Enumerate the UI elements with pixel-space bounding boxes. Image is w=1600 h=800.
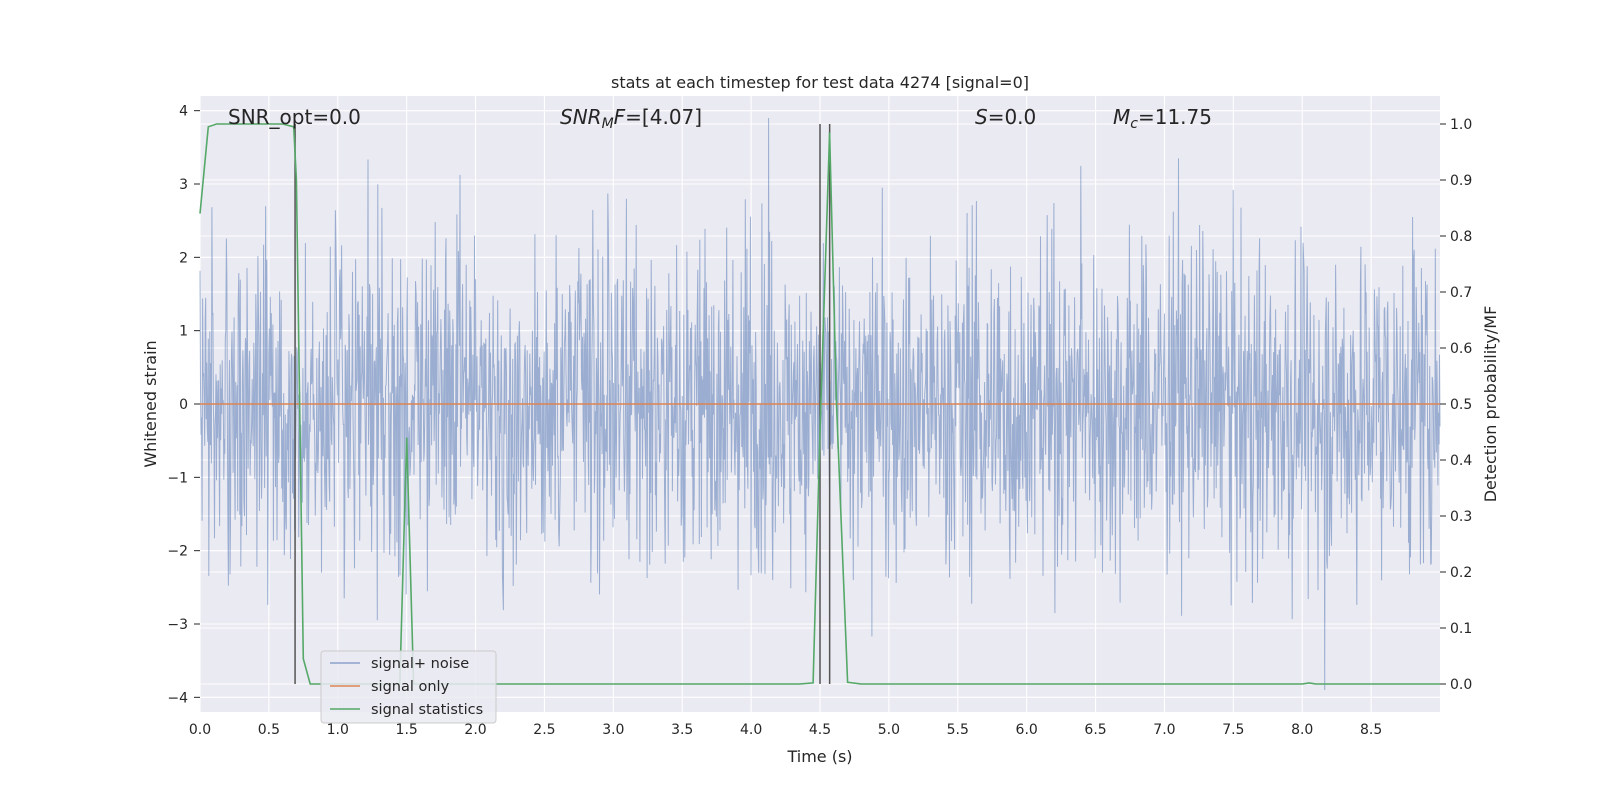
x-axis-ticks: 0.0 0.5 1.0 1.5 2.0 2.5 3.0 3.5 4.0 4.5 5.0 5.5 6.0 6… — [189, 722, 1382, 738]
y-axis-label: Whitened strain — [141, 340, 160, 467]
s-value: =0.0 — [988, 105, 1037, 129]
y-axis-ticks: −4 −3 −2 −1 0 1 2 3 4 — [167, 104, 200, 706]
y2-tick-label: 0.3 — [1450, 509, 1472, 525]
y-tick-label: 0 — [179, 397, 188, 413]
x-tick-label: 8.0 — [1291, 722, 1313, 738]
s-name: S — [975, 105, 988, 129]
legend-box — [320, 650, 497, 724]
x-tick-label: 3.5 — [671, 722, 693, 738]
y-tick-label: 4 — [179, 104, 188, 120]
x-tick-label: 0.0 — [189, 722, 211, 738]
y-tick-label: 2 — [179, 250, 188, 266]
x-tick-label: 4.0 — [740, 722, 762, 738]
y-tick-label: −2 — [167, 544, 188, 560]
y-tick-label: 1 — [179, 324, 188, 340]
y2-tick-label: 0.8 — [1450, 229, 1472, 245]
x-tick-label: 7.0 — [1153, 722, 1175, 738]
y2-tick-label: 0.6 — [1450, 341, 1472, 357]
mc-sub: c — [1130, 116, 1138, 132]
x-axis-label: Time (s) — [786, 747, 852, 766]
y2-axis-label: Detection probability/MF — [1481, 306, 1500, 503]
legend: signal+ noise signal only signal statist… — [320, 650, 497, 724]
y2-tick-label: 0.7 — [1450, 285, 1472, 301]
x-tick-label: 2.5 — [533, 722, 555, 738]
x-tick-label: 3.0 — [602, 722, 624, 738]
x-tick-label: 6.0 — [1016, 722, 1038, 738]
annotation-mc: Mc=11.75 — [1113, 105, 1212, 132]
y2-tick-label: 0.5 — [1450, 397, 1472, 413]
y-tick-label: −3 — [167, 617, 188, 633]
y2-tick-label: 0.4 — [1450, 453, 1472, 469]
y2-tick-label: 0.1 — [1450, 621, 1472, 637]
legend-label-stats: signal statistics — [371, 702, 483, 718]
x-tick-label: 5.0 — [878, 722, 900, 738]
x-tick-label: 6.5 — [1084, 722, 1106, 738]
y2-axis-ticks: 0.0 0.1 0.2 0.3 0.4 0.5 0.6 0.7 0.8 0.9 1.0 — [1440, 117, 1472, 693]
x-tick-label: 8.5 — [1360, 722, 1382, 738]
y-tick-label: −4 — [167, 690, 188, 706]
snr-mf-sub: M — [602, 116, 614, 132]
x-tick-label: 1.5 — [396, 722, 418, 738]
mc-name: M — [1113, 105, 1130, 129]
x-tick-label: 5.5 — [947, 722, 969, 738]
annotation-snr-opt: SNR_opt=0.0 — [228, 105, 361, 129]
legend-label-signal: signal only — [371, 679, 450, 695]
y2-tick-label: 0.2 — [1450, 565, 1472, 581]
legend-label-noise: signal+ noise — [371, 656, 469, 672]
y-tick-label: 3 — [179, 177, 188, 193]
mc-value: =11.75 — [1138, 105, 1212, 129]
x-tick-label: 0.5 — [258, 722, 280, 738]
snr-mf-name: SNR — [560, 105, 602, 129]
x-tick-label: 4.5 — [809, 722, 831, 738]
y2-tick-label: 0.0 — [1450, 677, 1472, 693]
x-tick-label: 7.5 — [1222, 722, 1244, 738]
annotation-snr-mf: SNRMF=[4.07] — [560, 105, 702, 132]
chart-title: stats at each timestep for test data 427… — [611, 73, 1029, 92]
y2-tick-label: 0.9 — [1450, 173, 1472, 189]
x-tick-label: 2.0 — [464, 722, 486, 738]
y2-tick-label: 1.0 — [1450, 117, 1472, 133]
snr-mf-value: =[4.07] — [625, 105, 702, 129]
snr-mf-tail: F — [614, 105, 626, 129]
annotation-s: S=0.0 — [975, 105, 1036, 129]
vertical-markers — [294, 124, 831, 684]
x-tick-label: 1.0 — [327, 722, 349, 738]
y-tick-label: −1 — [167, 470, 188, 486]
